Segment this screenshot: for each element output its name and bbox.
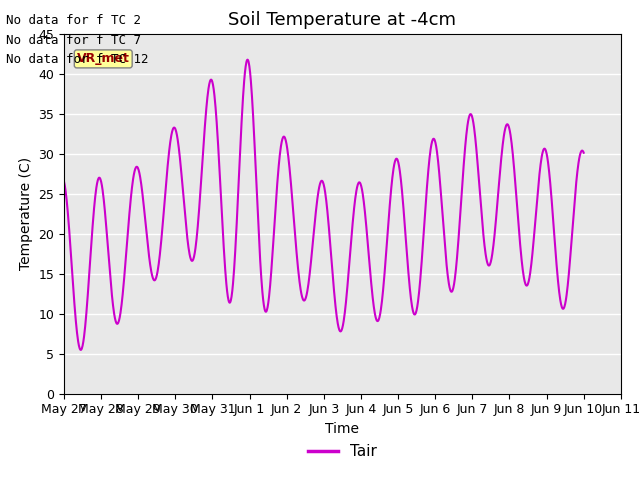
Text: No data for f TC 12: No data for f TC 12 xyxy=(6,53,149,66)
Text: No data for f TC 2: No data for f TC 2 xyxy=(6,14,141,27)
Text: VR_met: VR_met xyxy=(77,52,130,65)
Y-axis label: Temperature (C): Temperature (C) xyxy=(19,157,33,270)
X-axis label: Time: Time xyxy=(325,422,360,436)
Legend: Tair: Tair xyxy=(301,438,383,465)
Title: Soil Temperature at -4cm: Soil Temperature at -4cm xyxy=(228,11,456,29)
Text: No data for f TC 7: No data for f TC 7 xyxy=(6,34,141,47)
